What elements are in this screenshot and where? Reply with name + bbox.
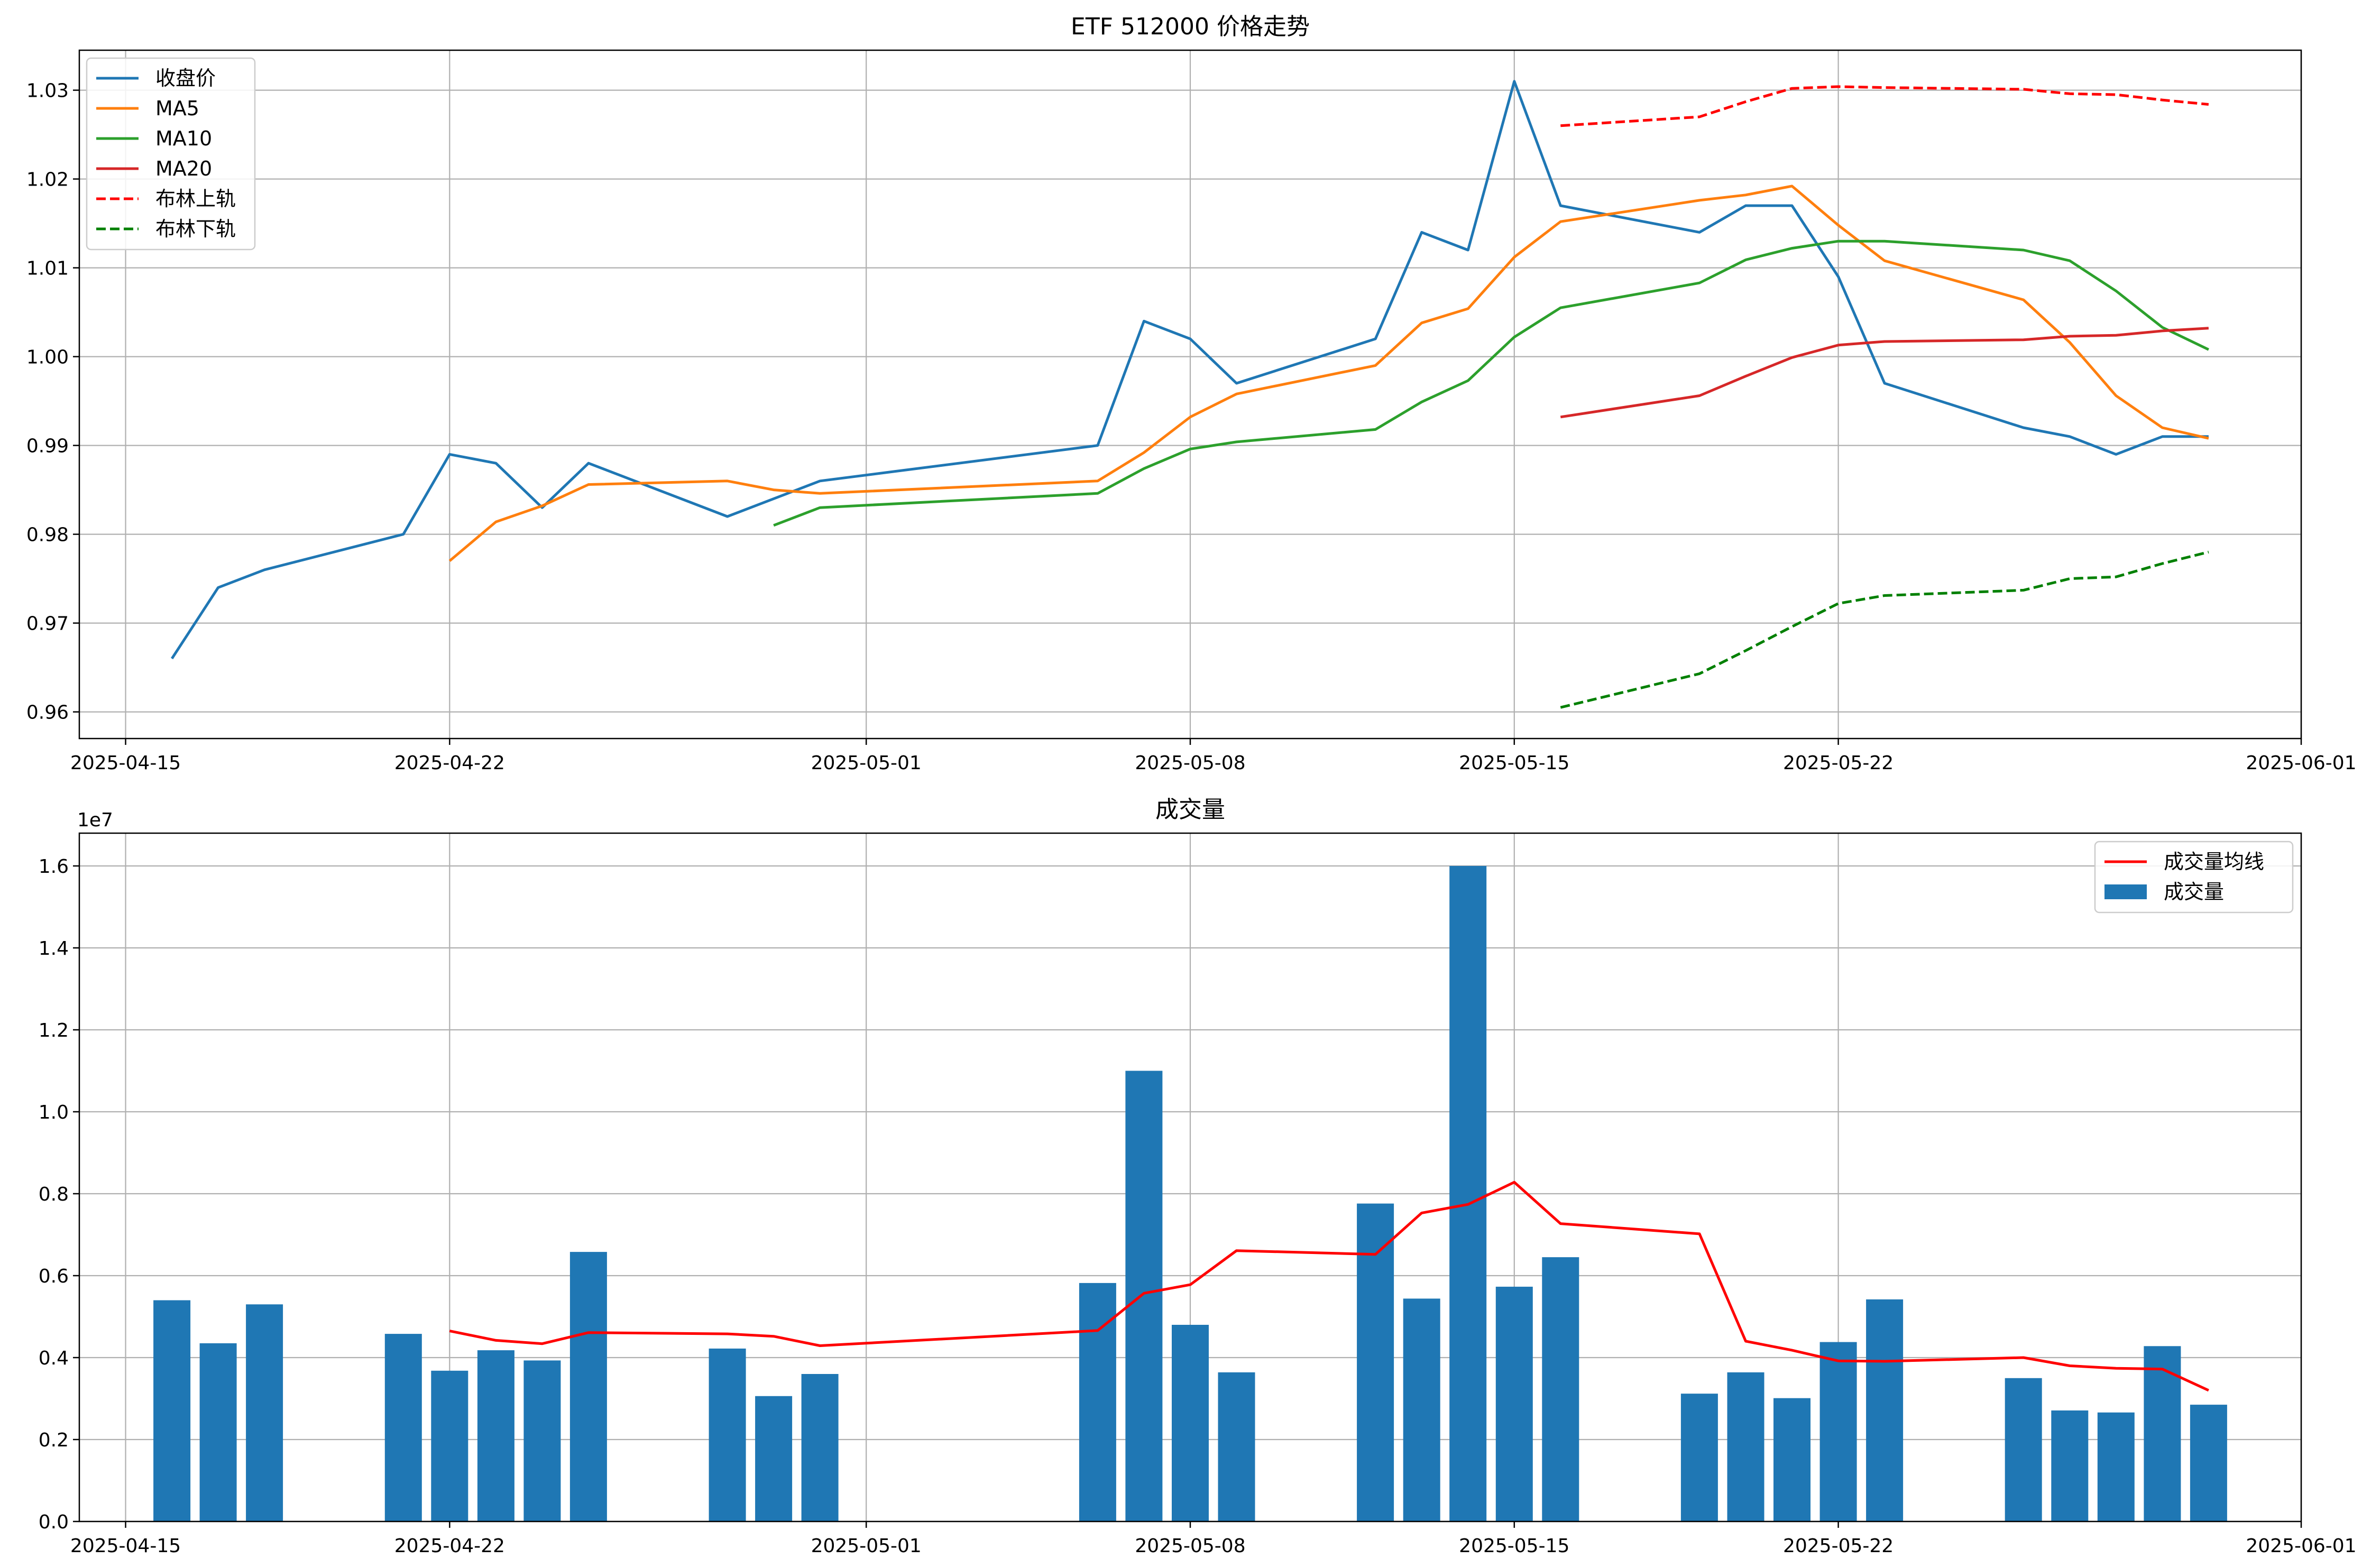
volume-bar: [1495, 1286, 1533, 1521]
x-tick-label: 2025-06-01: [2246, 1535, 2356, 1557]
price-y-axis: 0.96 0.97 0.98 0.99 1.00 1.01 1.02 1.03: [26, 80, 79, 724]
y-tick-label: 1.01: [26, 258, 69, 280]
y-tick-label: 0.0: [39, 1511, 69, 1533]
volume-bars: [153, 866, 2227, 1522]
volume-x-axis: 2025-04-15 2025-04-22 2025-05-01 2025-05-08…: [70, 1521, 2357, 1557]
legend-entry: MA10: [155, 127, 212, 150]
y-tick-label: 0.98: [26, 524, 69, 546]
price-chart-title: ETF 512000 价格走势: [1071, 13, 1310, 40]
price-series-line: [1560, 550, 2209, 709]
volume-bar: [1819, 1342, 1857, 1521]
y-tick-label: 0.4: [39, 1348, 69, 1369]
legend-entry: MA20: [155, 157, 212, 180]
x-tick-label: 2025-04-22: [394, 752, 505, 774]
x-tick-label: 2025-05-01: [811, 752, 922, 774]
volume-gridlines: [79, 833, 2302, 1523]
volume-bar: [384, 1334, 422, 1521]
volume-average-line: [449, 1180, 2209, 1392]
volume-bar: [1079, 1283, 1116, 1521]
volume-chart-panel: 成交量 1e7 2025-04-15 2025-04-22 2025-05-01 20…: [39, 796, 2357, 1557]
price-gridlines: [79, 50, 2302, 739]
volume-average-line-path: [449, 1180, 2209, 1392]
legend-entry: 成交量均线: [2164, 850, 2264, 873]
y-tick-label: 0.8: [39, 1184, 69, 1205]
volume-bar: [1727, 1372, 1764, 1521]
volume-bar: [1125, 1071, 1163, 1521]
y-tick-label: 0.99: [26, 436, 69, 457]
price-series-line: [1560, 327, 2209, 419]
volume-bar: [1542, 1257, 1579, 1521]
y-tick-label: 1.2: [39, 1020, 69, 1041]
volume-bar: [523, 1360, 561, 1521]
price-series-line: [1560, 85, 2209, 127]
price-x-axis: 2025-04-15 2025-04-22 2025-05-01 2025-05-08…: [70, 739, 2357, 774]
legend-box: [86, 57, 256, 251]
x-tick-label: 2025-05-22: [1783, 1535, 1894, 1557]
volume-chart-title: 成交量: [1155, 796, 1225, 823]
price-chart-panel: ETF 512000 价格走势 2025-04-15 2025-04-22 2025…: [26, 13, 2357, 774]
volume-bar: [801, 1374, 839, 1521]
y-tick-label: 0.96: [26, 702, 69, 724]
volume-y-offset-label: 1e7: [77, 809, 113, 831]
x-tick-label: 2025-05-15: [1459, 752, 1569, 774]
price-series-line: [171, 80, 2209, 660]
x-tick-label: 2025-04-15: [70, 752, 181, 774]
legend-entry: 成交量: [2164, 880, 2224, 903]
legend-entry: 收盘价: [155, 67, 216, 90]
y-tick-label: 1.0: [39, 1102, 69, 1123]
legend-swatch: [2104, 884, 2147, 899]
y-tick-label: 0.6: [39, 1266, 69, 1287]
x-tick-label: 2025-05-08: [1135, 752, 1245, 774]
volume-bar: [2051, 1410, 2089, 1521]
volume-bar: [1449, 866, 1487, 1521]
x-tick-label: 2025-05-22: [1783, 752, 1894, 774]
y-tick-label: 1.4: [39, 938, 69, 960]
y-tick-label: 1.02: [26, 169, 69, 191]
volume-bar: [1773, 1398, 1810, 1521]
volume-y-axis: 0.0 0.2 0.4 0.6 0.8 1.0 1.2 1.4 1.6: [39, 856, 79, 1533]
volume-bar: [709, 1348, 746, 1521]
volume-bar: [1680, 1394, 1718, 1521]
legend-entry: MA5: [155, 97, 199, 120]
x-tick-label: 2025-05-15: [1459, 1535, 1569, 1557]
volume-bar: [199, 1343, 237, 1521]
legend-entry: 布林下轨: [155, 217, 236, 241]
volume-bar: [477, 1350, 514, 1521]
volume-bar: [1403, 1298, 1440, 1521]
volume-bar: [569, 1252, 607, 1521]
volume-bar: [246, 1304, 283, 1522]
volume-bar: [1866, 1299, 1904, 1521]
price-series: [171, 80, 2209, 709]
volume-bar: [1172, 1325, 1209, 1521]
volume-bar: [431, 1370, 468, 1521]
y-tick-label: 1.6: [39, 856, 69, 878]
price-series-line: [773, 239, 2209, 527]
volume-bar: [2097, 1412, 2135, 1521]
volume-bar: [755, 1396, 793, 1521]
volume-bar: [153, 1300, 191, 1521]
x-tick-label: 2025-04-22: [394, 1535, 505, 1557]
x-tick-label: 2025-04-15: [70, 1535, 181, 1557]
y-tick-label: 0.2: [39, 1429, 69, 1451]
y-tick-label: 1.03: [26, 80, 69, 102]
x-tick-label: 2025-05-08: [1135, 1535, 1245, 1557]
volume-bar: [2190, 1405, 2227, 1521]
x-tick-label: 2025-05-01: [811, 1535, 922, 1557]
x-tick-label: 2025-06-01: [2246, 752, 2356, 774]
volume-bar: [1357, 1203, 1394, 1521]
volume-bar: [2005, 1378, 2042, 1522]
y-tick-label: 0.97: [26, 613, 69, 635]
y-tick-label: 1.00: [26, 347, 69, 368]
volume-bar: [2144, 1346, 2181, 1521]
price-series-line: [448, 185, 2209, 562]
volume-bar: [1218, 1372, 1255, 1521]
legend-entry: 布林上轨: [155, 187, 236, 210]
